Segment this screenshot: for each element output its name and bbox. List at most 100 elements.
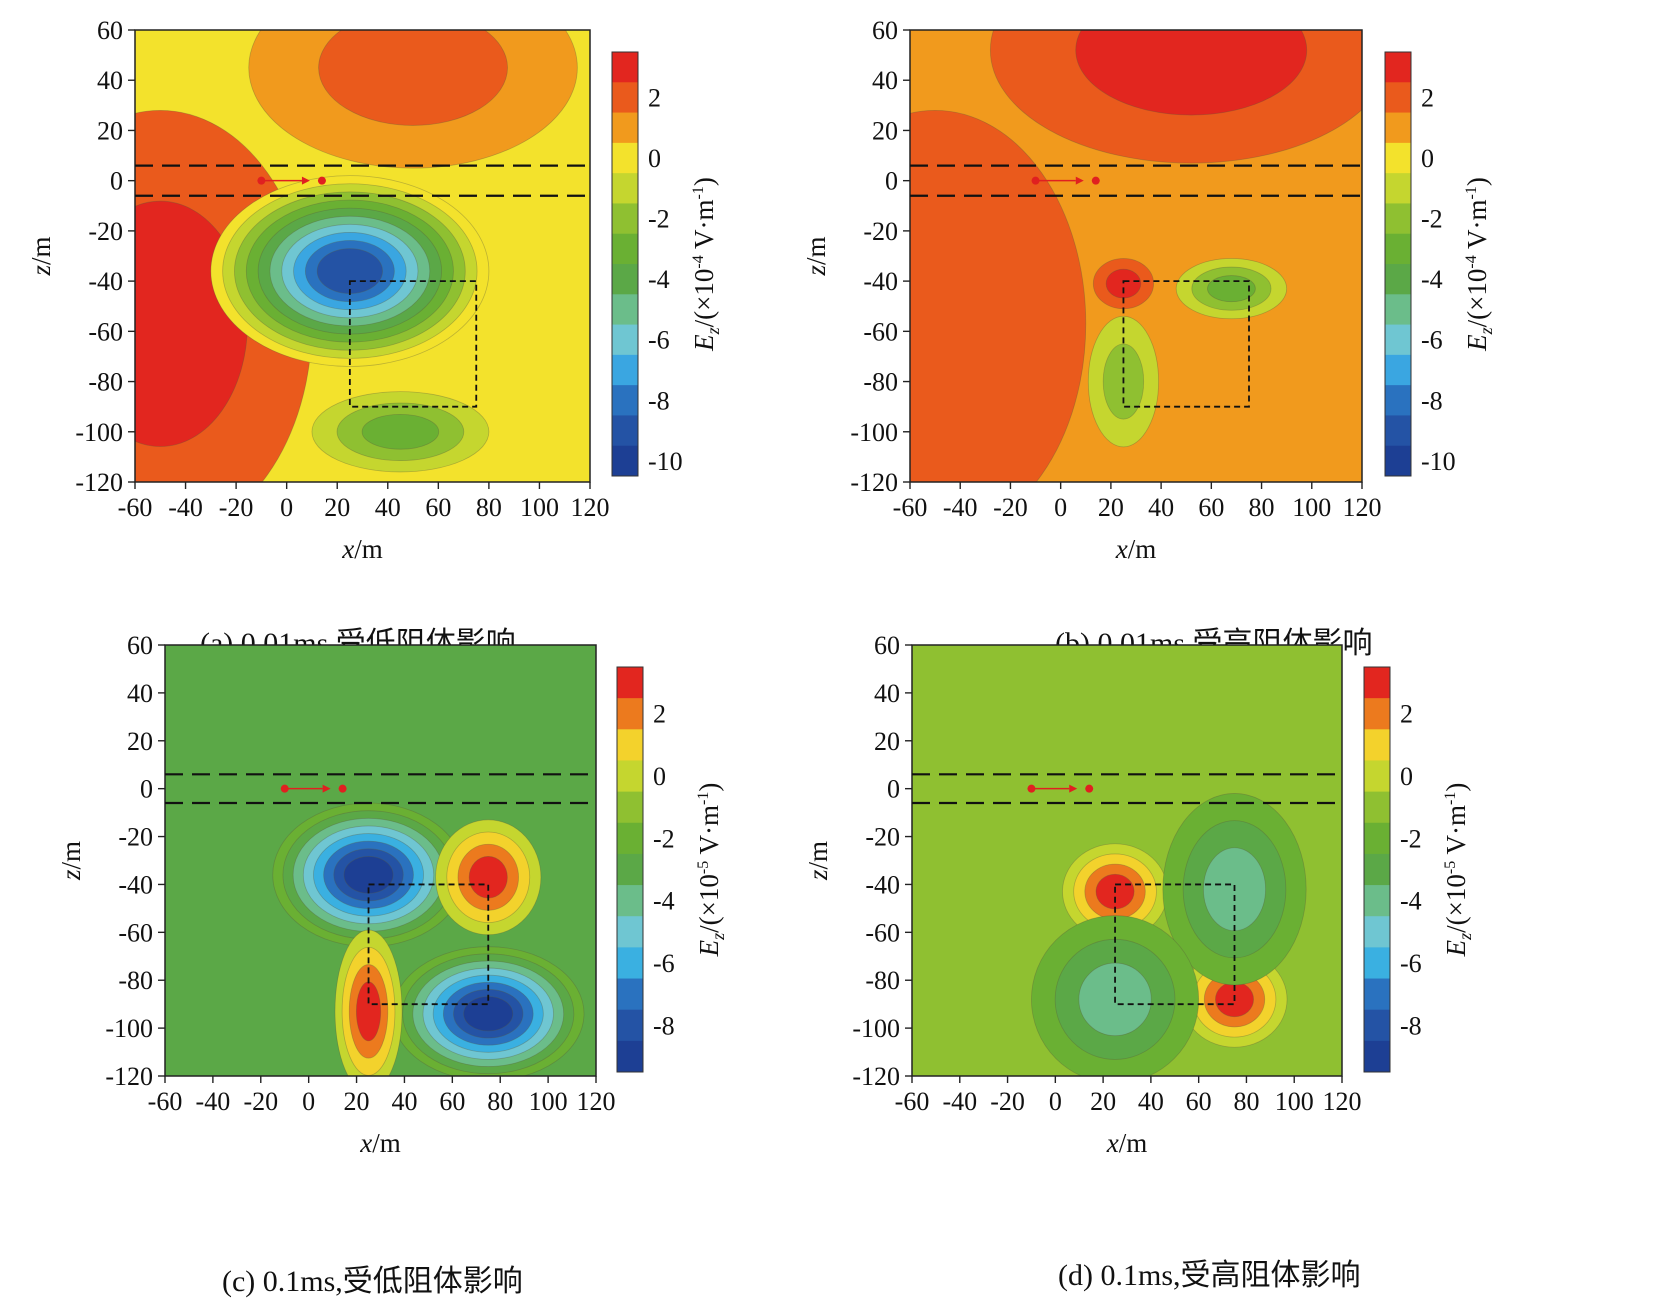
- colorbar-swatch: [617, 916, 643, 948]
- colorbar-tick-label: -8: [653, 1011, 675, 1040]
- contour-plot-b: -60 -40 -20 0 20 40 60 80 100 1206040200-20-40-60…: [801, 16, 1496, 564]
- colorbar-swatch: [1364, 885, 1390, 917]
- colorbar: 2 0 -2 -4 -6 -8 -10: [611, 51, 683, 477]
- colorbar-frame: [1363, 666, 1391, 1073]
- y-axis-label: z/m: [801, 236, 831, 276]
- colorbar-swatch: [612, 82, 638, 114]
- y-tick-label: -20: [865, 823, 900, 852]
- colorbar-tick-label: -8: [1400, 1011, 1422, 1040]
- colorbar-tick-label: -10: [648, 447, 683, 476]
- x-tick-label: -40: [196, 1087, 231, 1116]
- y-tick-label: -80: [865, 966, 900, 995]
- colorbar-swatch: [1385, 52, 1411, 83]
- y-tick-label: 40: [874, 679, 900, 708]
- colorbar-swatch: [617, 947, 643, 980]
- contour-feature-high: [318, 30, 508, 126]
- contour-feature-high: [1075, 30, 1308, 116]
- colorbar-swatch: [1385, 385, 1411, 416]
- source-arrow-icon: [1069, 784, 1078, 793]
- y-tick-label: -120: [75, 468, 123, 497]
- colorbar-swatch: [612, 385, 638, 416]
- plot-frame: [911, 644, 1343, 1077]
- colorbar-swatch: [1385, 294, 1411, 326]
- x-tick-label: -40: [943, 493, 978, 522]
- colorbar-swatch: [1364, 729, 1390, 761]
- colorbar-swatch: [1385, 233, 1411, 265]
- source-electrode: [317, 176, 326, 185]
- colorbar-frame: [616, 666, 644, 1073]
- contour-feature-high: [1105, 268, 1142, 299]
- colorbar-swatch: [617, 978, 643, 1011]
- contour-field: [165, 645, 596, 1076]
- y-tick-label: 20: [127, 727, 153, 756]
- contour-feature-low: [316, 248, 383, 294]
- colorbar-swatch: [617, 760, 643, 793]
- colorbar-swatch: [1364, 760, 1390, 793]
- y-tick-label: 60: [97, 16, 123, 45]
- colorbar-swatch: [612, 415, 638, 447]
- contour-plot-c: -60 -40 -20 0 20 40 60 80 100 1206040200-20-40-60…: [56, 631, 728, 1158]
- colorbar-label: Ez/(×10-4 V·m-1): [689, 177, 723, 352]
- y-axis-label: z/m: [803, 841, 833, 881]
- colorbar-swatch: [617, 729, 643, 761]
- source-electrode: [1091, 176, 1100, 185]
- panel-b: -60 -40 -20 0 20 40 60 80 100 120 60 40 20 0 -20 -40 -60…: [801, 0, 1654, 645]
- contour-feature-low: [463, 996, 514, 1032]
- x-tick-label: 40: [375, 493, 401, 522]
- x-tick-label: 20: [1090, 1087, 1116, 1116]
- colorbar-swatch: [617, 1009, 643, 1042]
- x-tick-label: 120: [577, 1087, 616, 1116]
- contour-plot-d: -60 -40 -20 0 20 40 60 80 100 1206040200-20-40-60…: [803, 631, 1475, 1158]
- colorbar-tick-label: -6: [1400, 949, 1422, 978]
- x-tick-label: 20: [324, 493, 350, 522]
- colorbar-tick-label: -4: [653, 887, 675, 916]
- x-tick-label: -20: [990, 1087, 1025, 1116]
- colorbar-swatch: [1385, 415, 1411, 447]
- colorbar-swatch: [612, 173, 638, 204]
- x-tick-label: -20: [243, 1087, 278, 1116]
- colorbar-swatch: [1364, 1040, 1390, 1073]
- colorbar-swatch: [1364, 947, 1390, 980]
- colorbar-tick-label: 0: [653, 762, 666, 791]
- x-tick-label: -20: [219, 493, 254, 522]
- source-electrode: [1085, 784, 1094, 793]
- colorbar-swatch: [1364, 853, 1390, 886]
- colorbar-swatch: [612, 203, 638, 235]
- colorbar-swatch: [1385, 354, 1411, 386]
- y-tick-label: -20: [863, 217, 898, 246]
- x-tick-label: 0: [1054, 493, 1067, 522]
- colorbar-tick-label: -8: [648, 386, 670, 415]
- x-tick-label: 20: [1098, 493, 1124, 522]
- colorbar-swatch: [1364, 791, 1390, 824]
- colorbar-tick-label: -6: [1421, 326, 1443, 355]
- colorbar-swatch: [1385, 173, 1411, 204]
- y-tick-label: -20: [118, 823, 153, 852]
- source-arrow-icon: [322, 784, 331, 793]
- colorbar-swatch: [1364, 916, 1390, 948]
- x-tick-label: 20: [344, 1087, 370, 1116]
- x-tick-label: 40: [391, 1087, 417, 1116]
- y-tick-label: 0: [140, 775, 153, 804]
- x-tick-label: 100: [1275, 1087, 1314, 1116]
- caption-c: (c) 0.1ms,受低阻体影响: [222, 1265, 523, 1298]
- x-tick-label: -20: [993, 493, 1028, 522]
- colorbar-tick-label: -6: [648, 326, 670, 355]
- y-tick-label: 20: [872, 116, 898, 145]
- colorbar-swatch: [1385, 445, 1411, 477]
- contour-feature-high: [468, 856, 508, 899]
- y-tick-label: -80: [88, 368, 123, 397]
- colorbar-swatch: [1364, 822, 1390, 855]
- colorbar-swatch: [1385, 82, 1411, 114]
- colorbar-swatch: [617, 791, 643, 824]
- colorbar-swatch: [1385, 324, 1411, 356]
- colorbar-swatch: [617, 667, 643, 699]
- colorbar-tick-label: -6: [653, 949, 675, 978]
- colorbar-tick-label: -2: [1421, 205, 1443, 234]
- x-tick-label: 100: [529, 1087, 568, 1116]
- x-tick-label: 60: [425, 493, 451, 522]
- source-electrode: [338, 784, 347, 793]
- colorbar-swatch: [612, 354, 638, 386]
- colorbar-tick-label: -2: [653, 824, 675, 853]
- contour-feature-high: [910, 110, 1087, 482]
- y-tick-label: 40: [872, 66, 898, 95]
